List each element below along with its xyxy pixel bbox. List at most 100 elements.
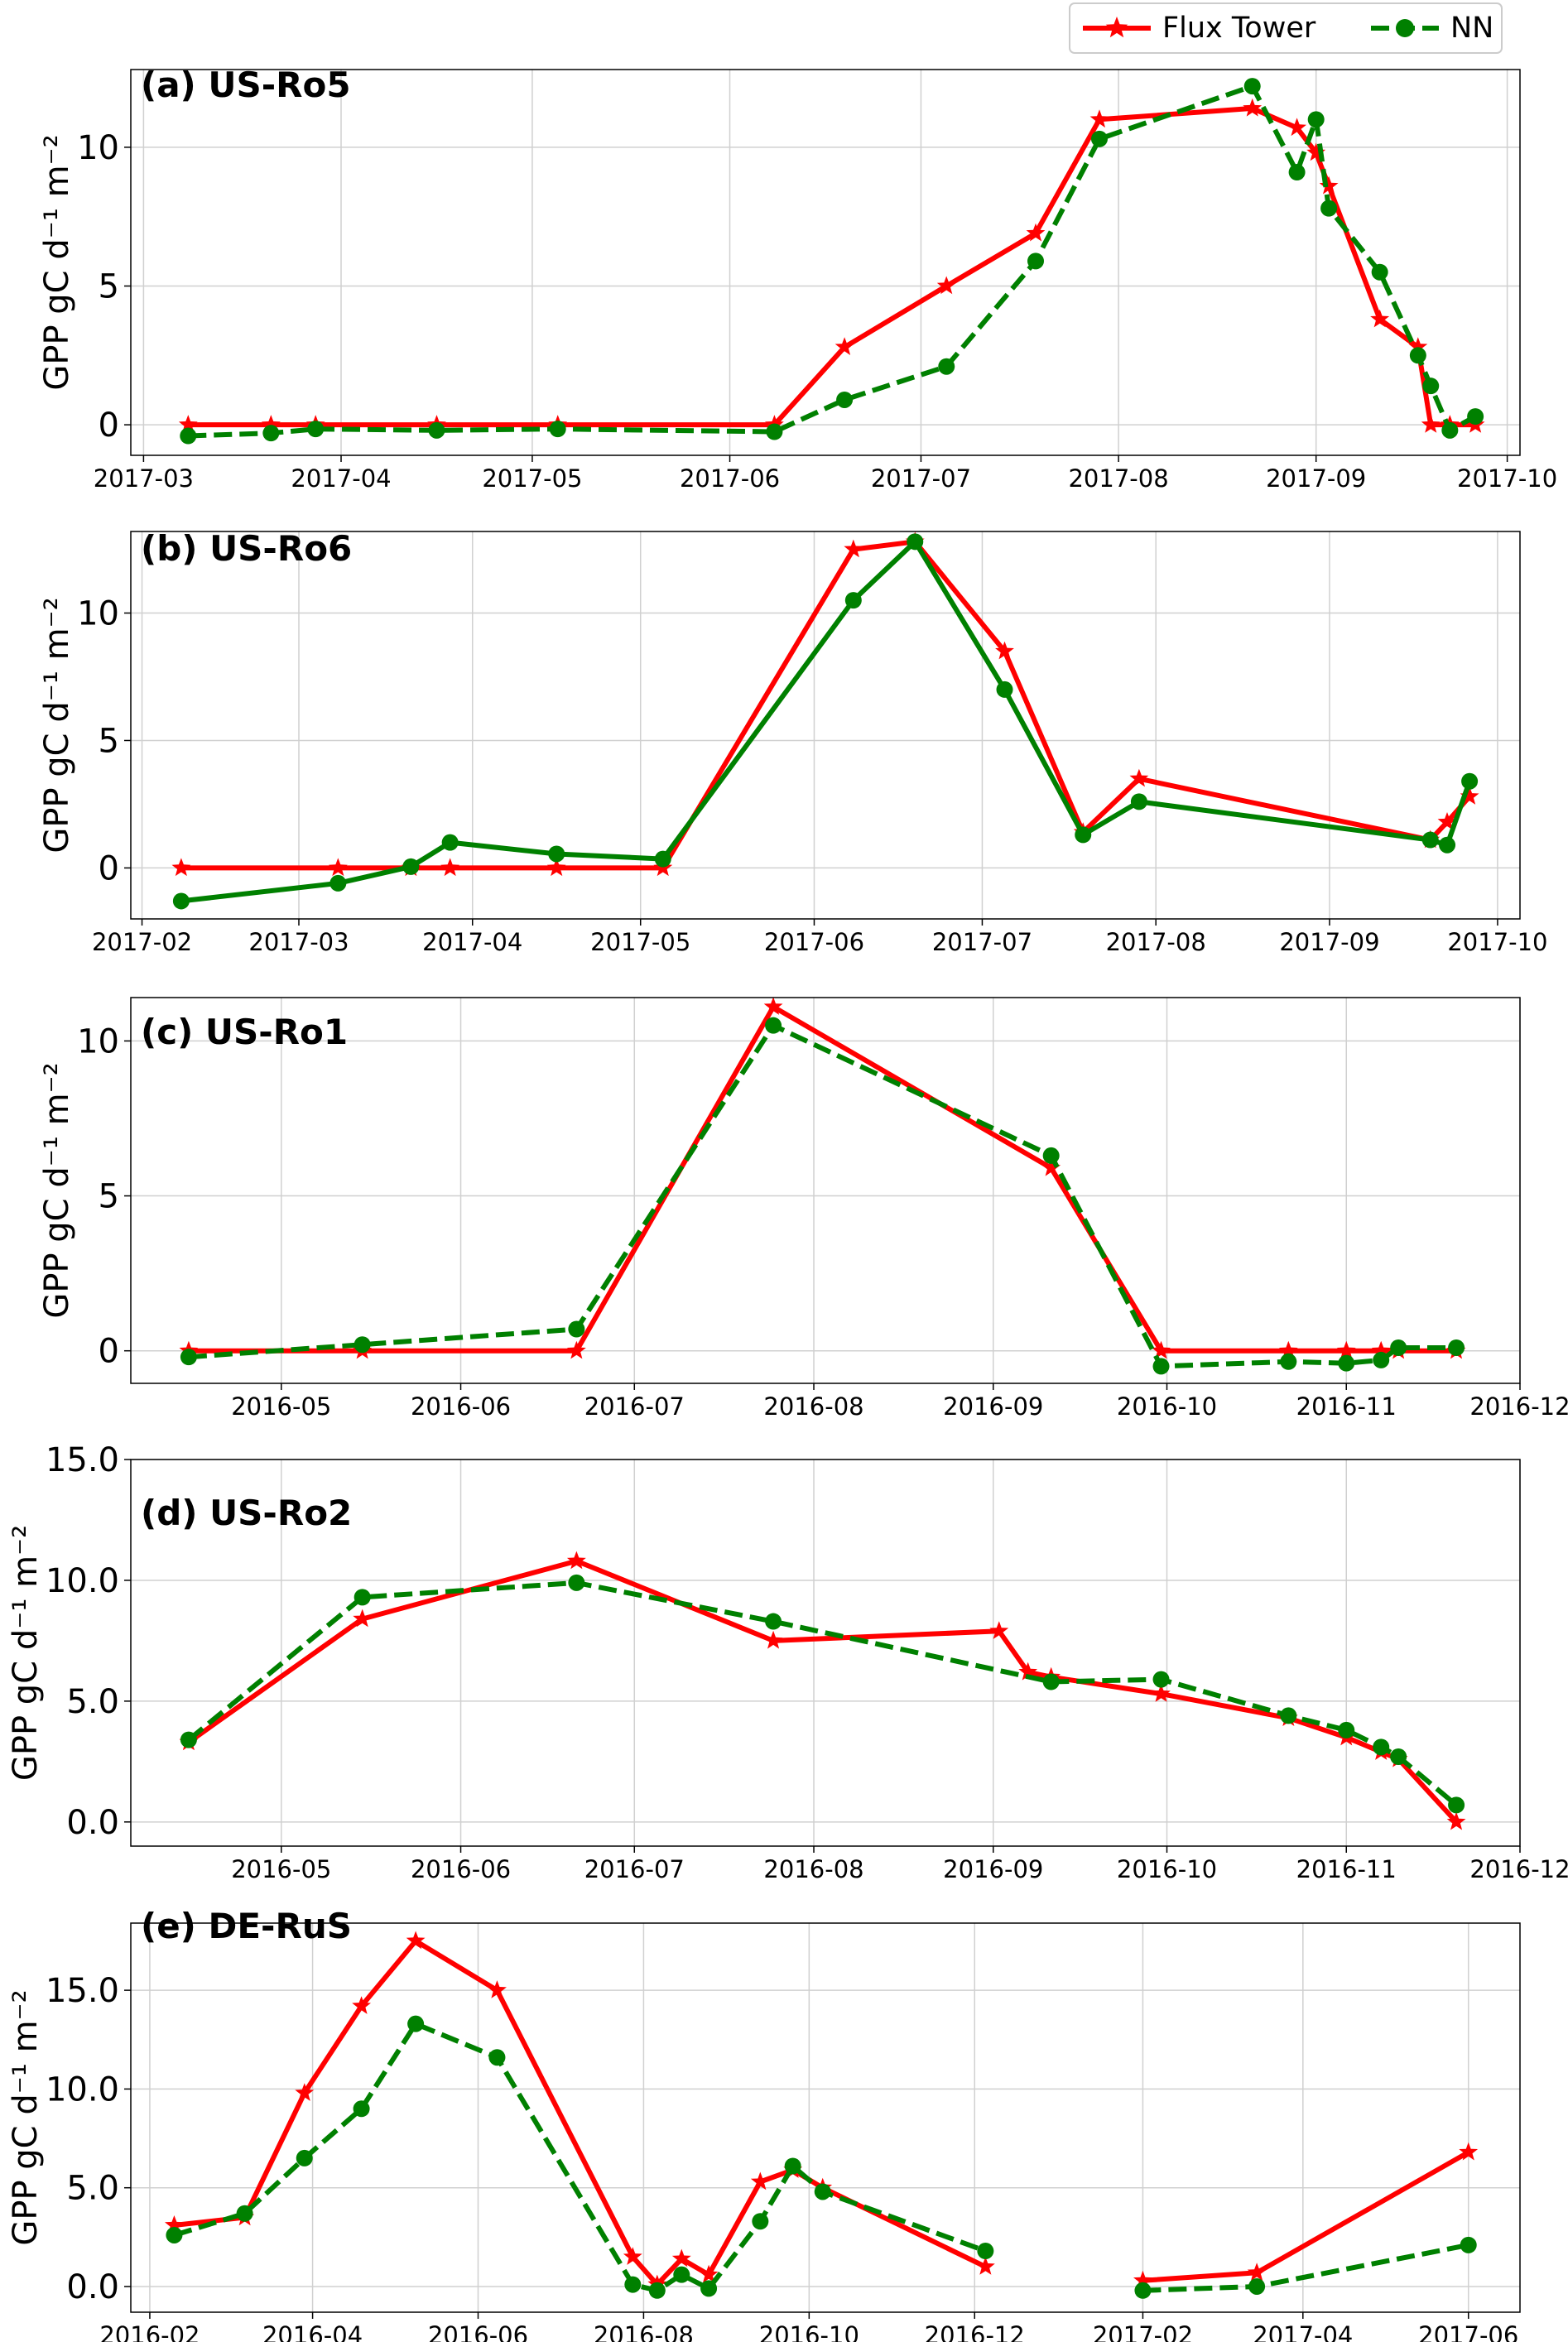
flux-tower-point — [440, 858, 460, 877]
x-tick-label: 2017-09 — [1266, 464, 1366, 493]
y-tick-label: 5.0 — [66, 2170, 119, 2208]
legend-star-icon — [1105, 17, 1128, 38]
nn-point — [844, 592, 862, 609]
y-axis-label: GPP gC d⁻¹ m⁻² — [7, 1989, 45, 2245]
flux-tower-point — [1026, 223, 1046, 242]
flux-tower-point — [1446, 1811, 1466, 1830]
nn-point — [407, 2015, 425, 2032]
plot-area — [131, 1923, 1520, 2312]
flux-tower-point — [995, 641, 1014, 660]
x-tick-label: 2017-05 — [590, 928, 690, 956]
flux-tower-point — [763, 997, 783, 1015]
flux-tower-point — [1247, 2263, 1267, 2281]
nn-point — [648, 2282, 666, 2299]
flux-tower-point — [178, 415, 198, 433]
nn-point — [1152, 1358, 1170, 1375]
nn-point — [1152, 1671, 1170, 1688]
flux-tower-point — [1243, 98, 1263, 117]
nn-point — [1421, 831, 1439, 849]
chart-panel-4: 2016-05 2016-06 2016-07 2016-08 2016-09 2016-… — [7, 1441, 1568, 1883]
x-tick-label: 2016-08 — [763, 1855, 863, 1883]
flux-tower-point — [1041, 1157, 1061, 1176]
x-tick-label: 2017-02 — [92, 928, 192, 956]
x-tick-label: 2017-09 — [1279, 928, 1379, 956]
flux-tower-point — [171, 858, 191, 877]
flux-tower-point — [750, 2171, 770, 2191]
chart-panel-5: 2016-02 2016-04 2016-06 2016-08 2016-10 2016-… — [7, 1906, 1521, 2342]
axes-frame — [130, 1922, 1521, 2313]
axes-frame — [130, 997, 1521, 1384]
nn-point — [1371, 263, 1388, 281]
nn-point — [1390, 1748, 1407, 1766]
y-tick-label: 10.0 — [46, 2070, 119, 2109]
x-tick-label: 2016-12 — [1469, 1392, 1568, 1421]
nn-point — [907, 533, 924, 551]
flux-tower-point — [1336, 1340, 1356, 1359]
x-tick-label: 2016-07 — [584, 1392, 685, 1421]
flux-tower-point — [1089, 109, 1109, 128]
legend-frame — [1069, 2, 1503, 54]
nn-point — [180, 1349, 197, 1366]
nn-point — [673, 2266, 690, 2283]
nn-point — [166, 2226, 183, 2243]
nn-point — [1042, 1673, 1060, 1690]
nn-point — [1280, 1707, 1297, 1724]
flux-tower-point — [1152, 1684, 1171, 1702]
nn-point — [977, 2243, 994, 2260]
x-tick-label: 2017-10 — [1447, 928, 1547, 956]
flux-tower-point — [566, 1340, 586, 1359]
panel-title: (d) US-Ro2 — [141, 1493, 352, 1533]
y-tick-label: 5 — [99, 267, 119, 305]
flux-tower-point — [1319, 176, 1339, 195]
flux-tower-point — [699, 2264, 719, 2283]
nn-point — [307, 421, 325, 438]
flux-tower-point — [1437, 812, 1457, 830]
nn-point — [180, 1731, 197, 1748]
panel-title: (e) DE-RuS — [141, 1906, 352, 1946]
x-tick-label: 2017-08 — [1106, 928, 1206, 956]
flux-tower-point — [406, 1931, 426, 1950]
nn-point — [1461, 772, 1479, 790]
x-tick-label: 2016-10 — [1117, 1392, 1217, 1421]
x-tick-label: 2017-06 — [680, 464, 780, 493]
x-tick-label: 2017-06 — [1418, 2321, 1518, 2342]
nn-point — [1448, 1796, 1465, 1814]
flux-tower-point — [1370, 309, 1390, 328]
x-tick-label: 2017-04 — [1253, 2321, 1353, 2342]
nn-point — [766, 423, 783, 440]
x-tick-label: 2017-03 — [94, 464, 194, 493]
nn-point — [262, 425, 280, 442]
y-axis-label: GPP gC d⁻¹ m⁻² — [38, 134, 76, 390]
nn-point — [1130, 793, 1147, 810]
axes-frame — [130, 531, 1521, 920]
nn-point — [836, 391, 854, 408]
nn-point — [814, 2183, 831, 2200]
x-tick-label: 2017-07 — [871, 464, 971, 493]
flux-tower-point — [295, 2083, 315, 2101]
nn-point — [488, 2049, 506, 2066]
flux-tower-point — [1278, 1340, 1298, 1359]
flux-tower-point — [989, 1621, 1009, 1639]
nn-point — [180, 427, 197, 445]
nn-point — [441, 834, 459, 851]
x-tick-label: 2016-08 — [763, 1392, 863, 1421]
nn-point — [1075, 826, 1092, 844]
nn-point — [1320, 200, 1338, 217]
nn-point — [548, 845, 565, 863]
nn-point — [1441, 421, 1459, 439]
legend-nn-marker — [1396, 19, 1414, 37]
flux-tower-point — [1287, 118, 1306, 137]
legend-flux-tower-label: Flux Tower — [1162, 12, 1316, 45]
x-tick-label: 2017-08 — [1068, 464, 1168, 493]
x-tick-label: 2016-12 — [925, 2321, 1025, 2342]
x-tick-label: 2016-02 — [99, 2321, 200, 2342]
x-tick-label: 2017-07 — [932, 928, 1032, 956]
flux-tower-point — [1460, 786, 1479, 805]
nn-point — [1373, 1738, 1390, 1756]
flux-tower-point — [976, 2257, 995, 2275]
x-tick-label: 2016-05 — [231, 1855, 331, 1883]
plot-area — [131, 70, 1520, 455]
y-tick-label: 15.0 — [46, 1972, 119, 2010]
nn-point — [1280, 1353, 1297, 1370]
panel-title: (a) US-Ro5 — [141, 65, 351, 105]
